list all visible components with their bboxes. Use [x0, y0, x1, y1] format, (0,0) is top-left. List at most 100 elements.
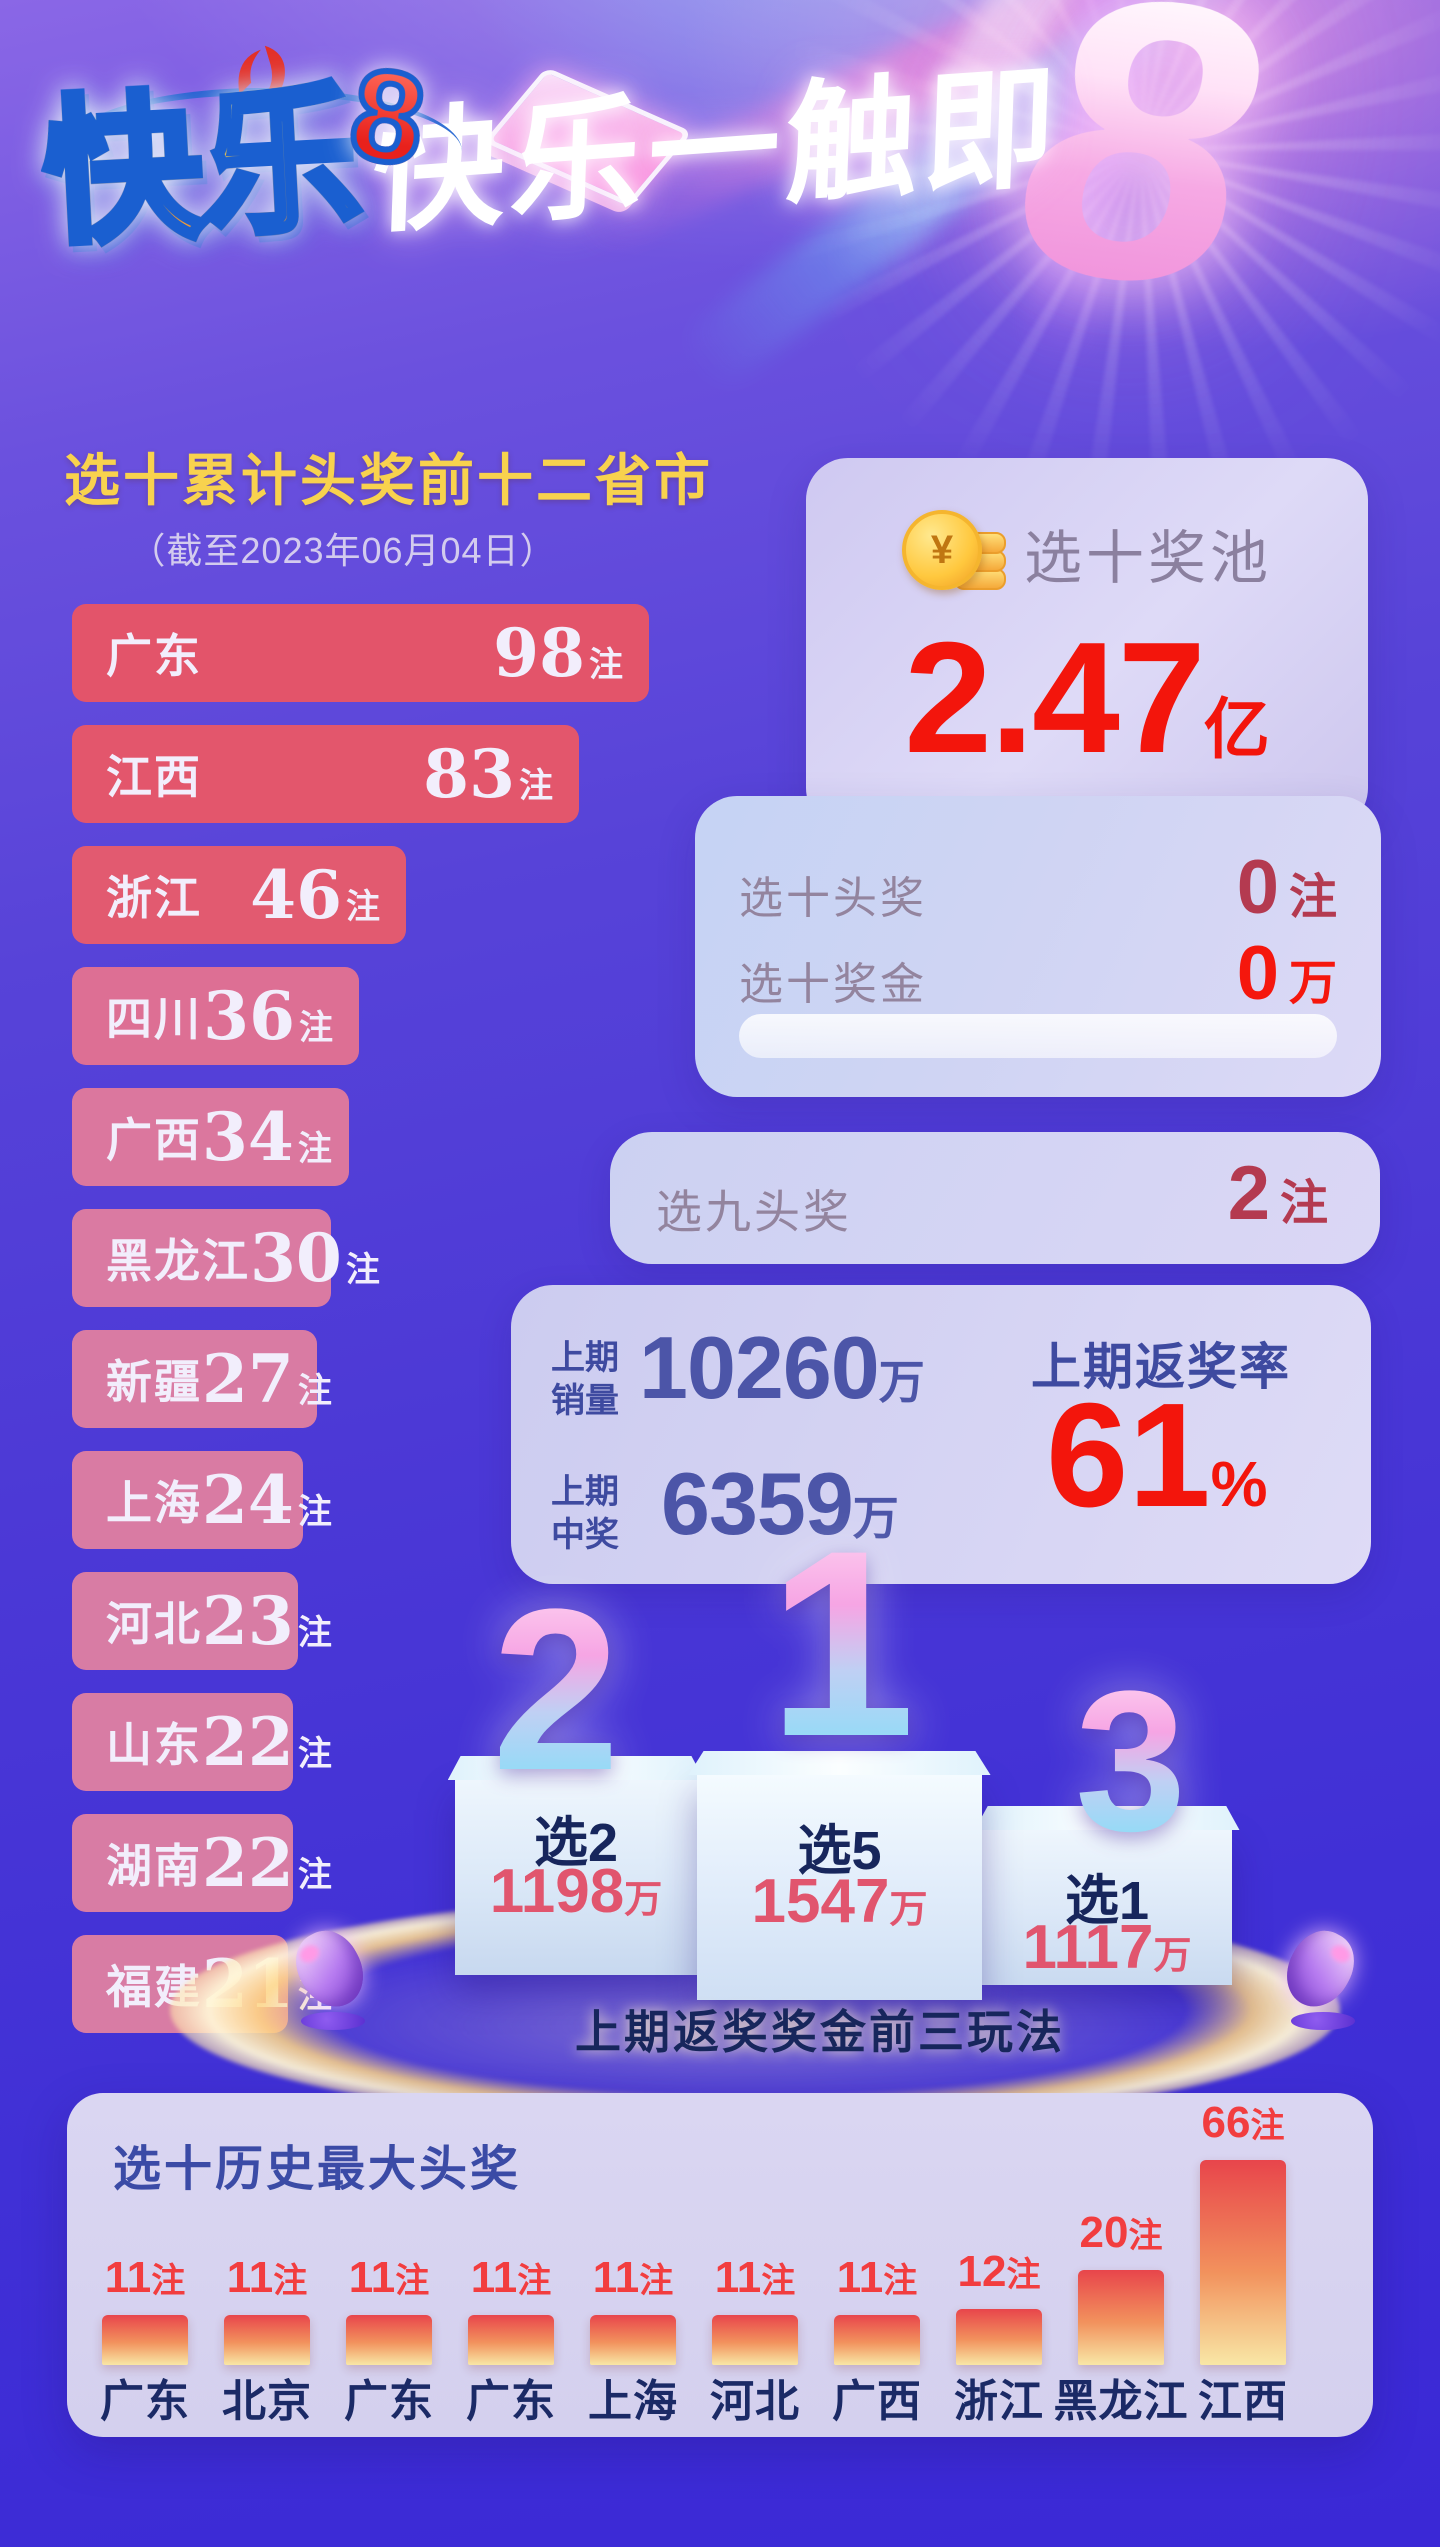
- province-bar: 四川 36 注: [72, 967, 359, 1065]
- history-bar-column: 11注广东: [446, 2093, 576, 2437]
- province-name: 新疆: [106, 1356, 202, 1408]
- history-bar-column: 11注 河北: [690, 2093, 820, 2437]
- province-bar: 广西 34 注: [72, 1088, 349, 1186]
- history-bar-province: 上海: [588, 2377, 678, 2426]
- province-name: 浙江: [106, 872, 202, 924]
- province-name: 湖南: [106, 1840, 202, 1892]
- history-bar-value: 11注: [470, 2253, 552, 2302]
- spotlight-icon: [284, 1920, 376, 2030]
- coin-icon: ¥: [901, 510, 1006, 596]
- history-bar-value: 11注: [226, 2253, 308, 2302]
- pool-amount: 2.47: [904, 610, 1206, 786]
- history-bar: [468, 2315, 554, 2365]
- province-count: 27 注: [202, 1340, 332, 1418]
- history-bar-value: 11注: [592, 2253, 674, 2302]
- spotlight-icon: [1274, 1920, 1366, 2030]
- province-bar: 湖南 22 注: [72, 1814, 332, 1912]
- return-rate-value: 61%: [1046, 1373, 1268, 1538]
- history-bar-value: 20注: [1079, 2208, 1163, 2257]
- history-bar-column: 11注广东: [80, 2093, 210, 2437]
- third-game-amount: 1117万: [1022, 1913, 1192, 1982]
- history-bar: [224, 2315, 310, 2365]
- province-bar: 新疆 27 注: [72, 1330, 332, 1428]
- history-bar-column: 66注江西: [1178, 2093, 1308, 2437]
- row-label: 选十奖金: [739, 960, 927, 1009]
- pick9-label: 选九头奖: [656, 1186, 852, 1238]
- history-bar-column: 11注广东: [324, 2093, 454, 2437]
- province-ranking-date-note: （截至2023年06月04日）: [129, 530, 557, 571]
- return-rate-label: 上期返奖率: [1031, 1339, 1291, 1395]
- kuaile8-logo: 快乐 8: [36, 26, 474, 336]
- province-count: 98 注: [493, 614, 623, 692]
- history-bar-column: 11注上海: [568, 2093, 698, 2437]
- podium-first-pedestal: [697, 1775, 982, 2000]
- province-count: 83 注: [423, 735, 553, 813]
- province-name: 广西: [106, 1114, 202, 1166]
- first-game-label: 选5: [797, 1821, 882, 1881]
- podium-caption: 上期返奖奖金前三玩法: [575, 2006, 1065, 2058]
- history-bar-column: 12注 浙江: [934, 2093, 1064, 2437]
- sports-lottery-emblem-icon: [238, 45, 285, 103]
- history-chart-card: 选十历史最大头奖 11注 广东 11注 北京 11注 广东 11注 广东 11注 上海 11注 河北 1…: [67, 2093, 1373, 2437]
- first-game-amount: 1547万: [751, 1867, 928, 1936]
- pool-value: 2.47亿: [806, 608, 1368, 789]
- win-label: 上期 中奖: [551, 1473, 619, 1554]
- win-value: 6359万: [661, 1454, 899, 1553]
- history-bar-column: 20注黑龙江: [1054, 2093, 1188, 2437]
- pool-card-header: ¥ 选十奖池: [806, 510, 1368, 596]
- second-game-label: 选2: [533, 1813, 619, 1873]
- province-count: 46 注: [250, 856, 380, 934]
- history-bar-value: 11注: [836, 2253, 918, 2302]
- history-bar: [956, 2309, 1042, 2365]
- pick10-progress-bar: [739, 1014, 1337, 1058]
- history-bar-column: 11注 广西: [812, 2093, 942, 2437]
- province-count: 24 注: [202, 1461, 332, 1539]
- history-bar-value: 11注: [348, 2253, 430, 2302]
- province-name: 黑龙江: [106, 1235, 250, 1287]
- province-count: 30 注: [250, 1219, 380, 1297]
- history-bar-province: 浙江: [954, 2377, 1044, 2426]
- rank-1-numeral: 1: [768, 1496, 916, 1792]
- province-name: 广东: [106, 630, 202, 682]
- history-bar-province: 黑龙江: [1053, 2377, 1189, 2426]
- province-bar: 上海 24 注: [72, 1451, 332, 1549]
- history-chart-title: 选十历史最大头奖: [113, 2143, 522, 2196]
- history-bar-province: 江西: [1198, 2377, 1288, 2426]
- history-bar-column: 11注 北京: [202, 2093, 332, 2437]
- province-bar: 山东 22 注: [72, 1693, 332, 1791]
- pick10-pool-card: ¥ 选十奖池 2.47亿: [806, 458, 1368, 830]
- history-bar-province: 河北: [710, 2377, 800, 2426]
- history-bar: [834, 2315, 920, 2365]
- history-bar-value: 11注: [104, 2253, 186, 2302]
- province-bar: 浙江 46 注: [72, 846, 406, 944]
- history-bar: [712, 2315, 798, 2365]
- history-bar-value: 66注: [1201, 2098, 1285, 2147]
- sales-value: 10260万: [639, 1318, 925, 1417]
- sales-label: 上期 销量: [551, 1339, 619, 1420]
- logo-arc-decoration: [62, 88, 462, 215]
- province-count: 22 注: [202, 1703, 332, 1781]
- history-bar-province: 广东: [100, 2377, 190, 2426]
- province-name: 河北: [106, 1598, 202, 1650]
- province-bar: 广东 98 注: [72, 604, 649, 702]
- history-bar-province: 广东: [344, 2377, 434, 2426]
- history-bar: [1200, 2160, 1286, 2365]
- second-game-amount: 1198万: [489, 1857, 663, 1926]
- province-bar: 河北 23 注: [72, 1572, 332, 1670]
- province-bar: 江西 83 注: [72, 725, 579, 823]
- province-name: 山东: [106, 1719, 202, 1771]
- history-bar: [102, 2315, 188, 2365]
- province-count: 34 注: [202, 1098, 332, 1176]
- province-name: 四川: [106, 993, 202, 1045]
- history-bar-province: 广东: [466, 2377, 556, 2426]
- row-label: 选十头奖: [739, 874, 927, 923]
- history-bar: [1078, 2270, 1164, 2365]
- pool-unit: 亿: [1203, 692, 1270, 766]
- podium-third-pedestal: [982, 1830, 1232, 1985]
